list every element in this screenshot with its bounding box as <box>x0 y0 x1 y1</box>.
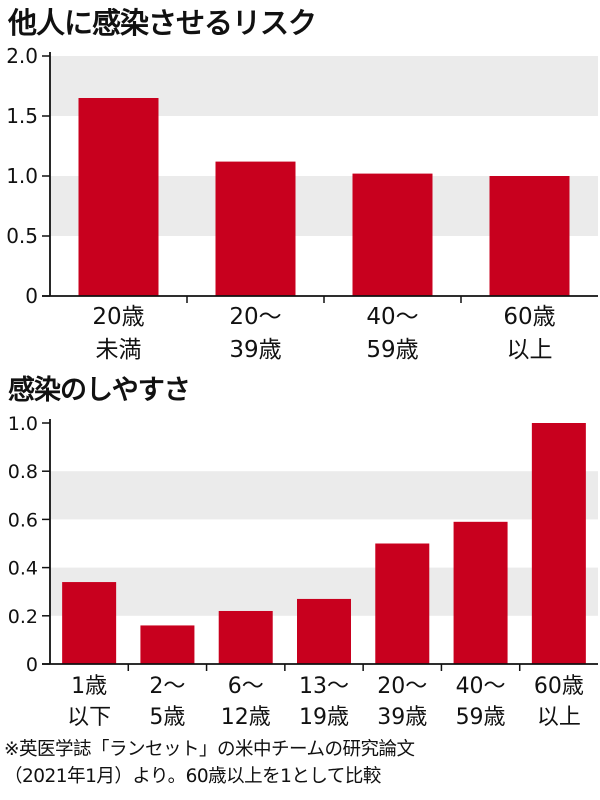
chart1-ytick-label: 0.5 <box>6 224 38 248</box>
chart1-ytick-label: 1.5 <box>6 104 38 128</box>
chart1-category-label: 以上 <box>507 337 553 363</box>
chart2-category-label: 40〜 <box>456 674 506 699</box>
chart2-ytick-label: 0.6 <box>8 509 38 531</box>
chart2-category-label: 以下 <box>67 705 111 730</box>
chart2-category-label: 以上 <box>537 705 581 730</box>
chart2-category-label: 13〜 <box>299 674 349 699</box>
chart2-bar <box>218 610 273 664</box>
chart2-category-label: 12歳 <box>221 705 271 730</box>
chart1-ytick-label: 0 <box>25 284 38 308</box>
chart2-ytick-label: 1.0 <box>8 413 38 435</box>
chart1-ytick-label: 1.0 <box>6 164 38 188</box>
chart1-category-label: 20〜 <box>229 304 281 330</box>
chart1-title: 他人に感染させるリスク <box>8 6 317 40</box>
chart1-category-label: 40〜 <box>366 304 418 330</box>
chart1-category-label: 59歳 <box>366 337 418 363</box>
chart1-bar <box>215 161 296 296</box>
chart2-bar <box>140 625 195 664</box>
chart2-ytick-label: 0.8 <box>8 461 38 483</box>
chart2-category-label: 60歳 <box>534 674 584 699</box>
chart2-category-label: 39歳 <box>377 705 427 730</box>
chart2-category-label: 2〜 <box>149 674 185 699</box>
chart2-category-label: 1歳 <box>71 674 107 699</box>
chart2-bar <box>453 521 508 664</box>
chart1-ytick-label: 2.0 <box>6 44 38 68</box>
chart2-category-label: 20〜 <box>377 674 427 699</box>
footnote-line2: （2021年1月）より。60歳以上を1として比較 <box>4 766 381 787</box>
chart2-bar <box>62 582 117 664</box>
chart2-bar <box>297 598 351 664</box>
chart2-category-label: 19歳 <box>299 705 349 730</box>
chart1-category-label: 未満 <box>96 337 142 363</box>
chart2-category-label: 6〜 <box>228 674 264 699</box>
chart2-band-1 <box>50 471 598 520</box>
chart2-bar <box>531 423 586 664</box>
chart1-bar <box>352 173 433 296</box>
chart1-bar <box>78 98 159 296</box>
chart2-ytick-label: 0.4 <box>8 558 38 580</box>
chart2-bar <box>375 543 430 664</box>
chart1-category-label: 20歳 <box>92 304 144 330</box>
chart1-bar <box>489 176 570 296</box>
footnote-line1: ※英医学誌「ランセット」の米中チームの研究論文 <box>4 739 415 760</box>
chart2-category-label: 5歳 <box>149 705 185 730</box>
chart2-title: 感染のしやすさ <box>8 375 191 406</box>
chart1-category-label: 60歳 <box>503 304 555 330</box>
chart2-ytick-label: 0.2 <box>8 606 38 628</box>
chart1-category-label: 39歳 <box>229 337 281 363</box>
chart2-category-label: 59歳 <box>456 705 506 730</box>
chart2-ytick-label: 0 <box>26 654 38 676</box>
